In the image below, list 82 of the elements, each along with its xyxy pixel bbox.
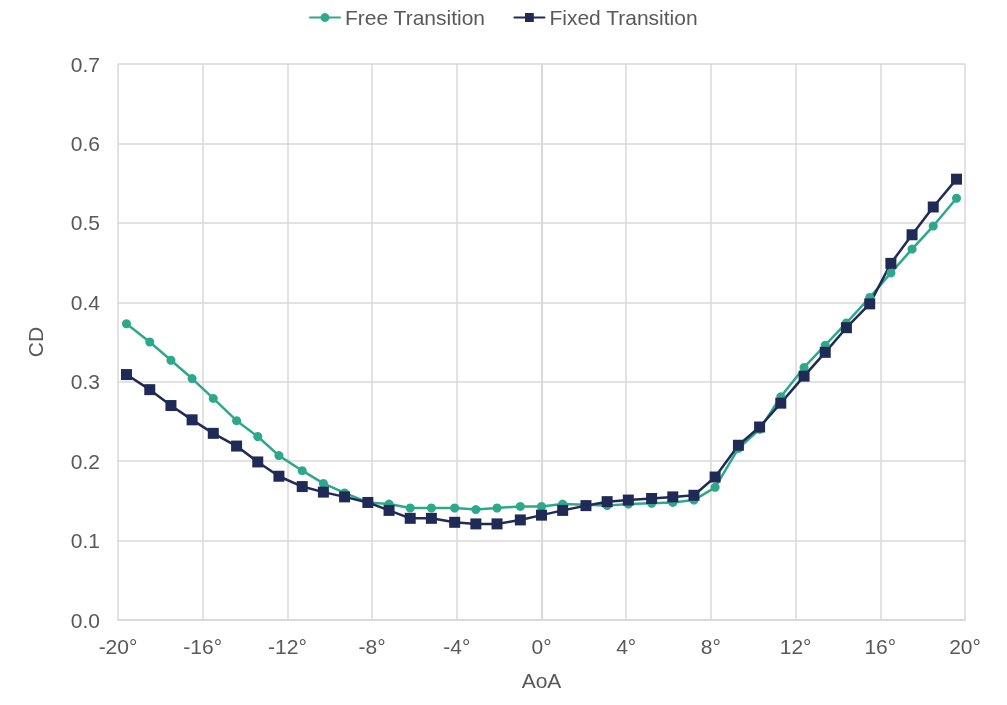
point bbox=[601, 496, 613, 508]
point bbox=[165, 400, 177, 412]
point bbox=[450, 503, 460, 513]
point bbox=[928, 221, 938, 231]
point bbox=[799, 362, 809, 372]
point bbox=[907, 244, 917, 254]
legend-label: Free Transition bbox=[344, 6, 486, 29]
point bbox=[120, 369, 132, 381]
point bbox=[819, 346, 831, 358]
point bbox=[840, 322, 852, 334]
point bbox=[514, 514, 526, 526]
x-tick-label: 8° bbox=[700, 635, 721, 658]
x-tick-label: -8° bbox=[358, 635, 386, 658]
point bbox=[449, 516, 461, 528]
point bbox=[710, 482, 720, 492]
y-tick-label: 0.4 bbox=[70, 290, 101, 314]
y-tick-label: 0.7 bbox=[70, 52, 100, 76]
point bbox=[231, 440, 243, 452]
point bbox=[404, 512, 416, 524]
point bbox=[536, 509, 547, 521]
point bbox=[557, 504, 569, 516]
point bbox=[798, 370, 810, 382]
x-tick-label: 0° bbox=[531, 635, 552, 658]
point bbox=[667, 491, 679, 503]
x-tick-label: -16° bbox=[183, 635, 223, 658]
point bbox=[274, 451, 284, 461]
x-tick-label: 20° bbox=[949, 635, 981, 658]
y-tick-label: 0.6 bbox=[70, 131, 100, 155]
point bbox=[339, 491, 351, 503]
point bbox=[232, 416, 242, 426]
x-tick-label: -4° bbox=[443, 635, 471, 658]
point bbox=[253, 432, 263, 442]
point bbox=[383, 504, 395, 516]
point bbox=[864, 298, 876, 310]
point bbox=[885, 257, 897, 269]
point bbox=[537, 501, 546, 511]
point bbox=[317, 486, 329, 498]
point bbox=[732, 439, 744, 451]
point bbox=[906, 229, 918, 241]
point bbox=[709, 471, 721, 483]
legend-label: Fixed Transition bbox=[549, 6, 698, 29]
point bbox=[207, 427, 219, 439]
point bbox=[471, 505, 481, 515]
point bbox=[186, 414, 198, 426]
point bbox=[927, 201, 939, 213]
point bbox=[187, 374, 197, 384]
point bbox=[952, 193, 962, 203]
point bbox=[491, 518, 503, 530]
point bbox=[470, 518, 482, 530]
point bbox=[145, 337, 155, 347]
y-tick-label: 0.5 bbox=[70, 211, 100, 235]
x-tick-label: 12° bbox=[779, 635, 812, 658]
point bbox=[492, 503, 502, 513]
point bbox=[622, 494, 634, 506]
point bbox=[886, 268, 896, 278]
point bbox=[405, 503, 415, 513]
y-tick-label: 0.3 bbox=[70, 370, 100, 394]
point bbox=[297, 466, 307, 476]
point bbox=[426, 503, 436, 513]
x-axis-title: AoA bbox=[521, 669, 562, 692]
point bbox=[688, 489, 700, 501]
point bbox=[166, 355, 176, 365]
x-tick-label: 4° bbox=[616, 635, 637, 658]
y-axis-title: CD bbox=[24, 326, 47, 358]
point bbox=[318, 478, 328, 488]
point bbox=[951, 173, 963, 185]
point bbox=[425, 512, 437, 524]
point bbox=[121, 319, 131, 329]
x-tick-label: 16° bbox=[864, 635, 897, 658]
y-tick-label: 0.0 bbox=[70, 608, 100, 632]
point bbox=[515, 501, 525, 511]
point bbox=[273, 470, 285, 482]
x-tick-label: -20° bbox=[98, 635, 138, 658]
point bbox=[252, 456, 264, 468]
y-tick-label: 0.2 bbox=[70, 449, 100, 473]
point bbox=[208, 393, 218, 403]
y-tick-label: 0.1 bbox=[70, 529, 100, 553]
point bbox=[775, 397, 787, 409]
point bbox=[296, 481, 308, 493]
point bbox=[144, 384, 156, 396]
point bbox=[646, 492, 658, 504]
x-tick-label: -12° bbox=[268, 635, 307, 658]
